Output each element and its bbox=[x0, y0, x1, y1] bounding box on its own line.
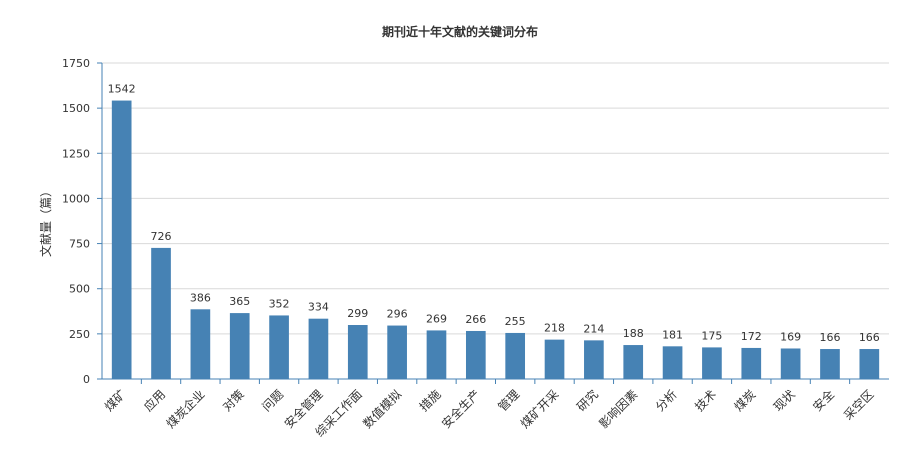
x-tick-label: 分析 bbox=[653, 387, 680, 414]
bar[interactable] bbox=[741, 347, 762, 379]
bar[interactable] bbox=[780, 348, 801, 379]
data-label: 352 bbox=[269, 297, 290, 310]
bar[interactable] bbox=[308, 318, 329, 379]
x-tick-label: 煤炭 bbox=[732, 387, 759, 414]
data-label: 175 bbox=[701, 329, 722, 342]
bar[interactable] bbox=[623, 345, 644, 379]
x-tick-label: 数值模拟 bbox=[360, 387, 405, 432]
data-label: 218 bbox=[544, 322, 565, 335]
y-tick-label: 750 bbox=[69, 238, 90, 251]
y-axis-ticks: 0 250 500 750 1000 1250 1500 1750 bbox=[62, 57, 102, 386]
bar[interactable] bbox=[465, 330, 486, 379]
bars-group bbox=[111, 100, 880, 379]
bar[interactable] bbox=[544, 339, 565, 379]
bar[interactable] bbox=[584, 340, 604, 379]
data-label: 214 bbox=[583, 322, 604, 335]
bar[interactable] bbox=[387, 325, 407, 379]
data-label: 269 bbox=[426, 312, 447, 325]
bar[interactable] bbox=[505, 332, 526, 379]
x-tick-label: 措施 bbox=[417, 387, 444, 414]
x-tick-label: 煤炭企业 bbox=[163, 387, 208, 432]
y-tick-label: 1250 bbox=[62, 147, 90, 160]
data-label: 365 bbox=[229, 295, 250, 308]
x-tick-label: 采空区 bbox=[841, 387, 876, 422]
x-tick-label: 对策 bbox=[220, 387, 247, 414]
bar[interactable] bbox=[190, 309, 211, 379]
data-label: 299 bbox=[347, 307, 368, 320]
data-label: 181 bbox=[662, 328, 683, 341]
grid-lines bbox=[102, 62, 889, 335]
y-tick-label: 1750 bbox=[62, 57, 90, 70]
y-tick-label: 1500 bbox=[62, 102, 90, 115]
data-label: 334 bbox=[308, 301, 329, 314]
x-tick-label: 管理 bbox=[495, 387, 523, 415]
x-tick-label: 问题 bbox=[259, 387, 286, 414]
data-label: 172 bbox=[741, 330, 762, 343]
x-tick-label: 煤矿开采 bbox=[518, 387, 562, 431]
x-tick-label: 煤矿 bbox=[102, 387, 129, 414]
bar[interactable] bbox=[859, 349, 880, 379]
data-label: 1542 bbox=[108, 83, 136, 96]
data-label: 166 bbox=[819, 331, 840, 344]
data-label: 296 bbox=[387, 308, 408, 321]
data-label: 166 bbox=[859, 331, 880, 344]
bar[interactable] bbox=[662, 346, 683, 379]
data-label: 726 bbox=[151, 230, 172, 243]
x-tick-label: 安全生产 bbox=[438, 387, 483, 432]
x-tick-label: 影响因素 bbox=[596, 387, 641, 432]
y-tick-label: 500 bbox=[69, 283, 90, 296]
bar[interactable] bbox=[426, 330, 447, 379]
bar[interactable] bbox=[702, 347, 722, 379]
y-axis-label: 文献量（篇） bbox=[38, 185, 53, 257]
chart-title: 期刊近十年文献的关键词分布 bbox=[382, 24, 538, 39]
y-tick-label: 250 bbox=[69, 328, 90, 341]
bar[interactable] bbox=[229, 313, 250, 379]
y-tick-label: 0 bbox=[83, 373, 90, 386]
data-labels-group: 1542 726 386 365 352 334 299 296 269 266 255 218 214… bbox=[108, 83, 880, 344]
data-label: 255 bbox=[505, 315, 526, 328]
data-label: 266 bbox=[465, 313, 486, 326]
data-label: 386 bbox=[190, 291, 211, 304]
bar[interactable] bbox=[151, 247, 171, 379]
x-tick-label: 应用 bbox=[141, 387, 169, 415]
x-tick-label: 研究 bbox=[573, 387, 601, 415]
data-label: 169 bbox=[780, 330, 801, 343]
bar[interactable] bbox=[347, 325, 368, 379]
data-label: 188 bbox=[623, 327, 644, 340]
x-tick-label: 现状 bbox=[771, 387, 798, 414]
y-tick-label: 1000 bbox=[62, 192, 90, 205]
x-tick-label: 技术 bbox=[692, 387, 719, 414]
x-tick-label: 安全 bbox=[810, 387, 838, 415]
bar[interactable] bbox=[820, 349, 840, 379]
bar[interactable] bbox=[269, 315, 289, 379]
bar[interactable] bbox=[111, 100, 132, 379]
